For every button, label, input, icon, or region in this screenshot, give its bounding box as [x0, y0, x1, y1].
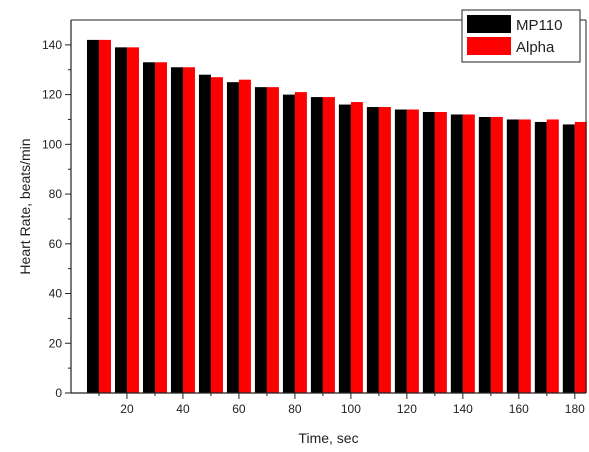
y-axis-title: Heart Rate, beats/min	[17, 138, 33, 274]
axes	[70, 19, 587, 394]
x-tick-label: 80	[288, 402, 302, 416]
bar-mp110-130	[422, 112, 435, 393]
x-tick-label: 60	[232, 402, 246, 416]
bar-alpha-130	[434, 112, 447, 393]
bar-alpha-110	[378, 107, 391, 393]
y-tick-label: 140	[42, 38, 62, 52]
bar-mp110-30	[142, 62, 155, 394]
x-tick-label: 20	[120, 402, 134, 416]
legend-swatch-mp110	[467, 15, 511, 33]
y-tick-label: 100	[42, 137, 62, 151]
bar-alpha-20	[126, 47, 139, 393]
bar-alpha-80	[294, 92, 307, 394]
bar-mp110-140	[450, 114, 463, 394]
bar-mp110-60	[226, 82, 239, 394]
legend-label-alpha: Alpha	[516, 39, 555, 56]
y-tick-label: 40	[49, 287, 63, 301]
bar-alpha-60	[238, 79, 251, 394]
bar-mp110-180	[562, 124, 575, 393]
legend: MP110 Alpha	[461, 9, 581, 63]
y-tick-label: 60	[49, 237, 63, 251]
bar-mp110-150	[478, 116, 491, 393]
x-tick-label: 40	[176, 402, 190, 416]
bar-mp110-100	[338, 104, 351, 394]
ticks: 20 40 60 80 100 120 140 160 180 0 20 40 60 80 100 120 14…	[42, 38, 585, 416]
bar-mp110-120	[394, 109, 407, 394]
bar-alpha-30	[154, 62, 167, 394]
y-tick-label: 0	[55, 386, 62, 400]
bar-alpha-10	[98, 39, 111, 393]
x-tick-label: 120	[397, 402, 417, 416]
bar-alpha-150	[490, 116, 503, 393]
bar-alpha-170	[546, 119, 559, 393]
bar-mp110-70	[254, 87, 267, 393]
bar-alpha-40	[182, 67, 195, 393]
bar-alpha-100	[350, 102, 363, 393]
x-tick-label: 140	[453, 402, 473, 416]
bar-mp110-160	[506, 119, 519, 393]
bar-mp110-50	[198, 74, 211, 394]
x-tick-label: 180	[565, 402, 585, 416]
x-tick-label: 100	[341, 402, 361, 416]
legend-swatch-alpha	[467, 37, 511, 55]
bar-alpha-120	[406, 109, 419, 394]
bar-alpha-50	[210, 77, 223, 393]
legend-label-mp110: MP110	[516, 17, 562, 34]
y-tick-label: 80	[49, 187, 63, 201]
bar-mp110-40	[170, 67, 183, 393]
bar-mp110-110	[366, 107, 379, 393]
x-tick-label: 160	[509, 402, 529, 416]
bar-mp110-90	[310, 97, 323, 393]
bar-alpha-160	[518, 119, 531, 393]
bar-mp110-20	[114, 47, 127, 393]
x-axis-title: Time, sec	[298, 430, 358, 446]
bar-alpha-140	[462, 114, 475, 394]
y-tick-label: 20	[49, 336, 63, 350]
bar-group	[86, 39, 587, 394]
bar-mp110-80	[282, 94, 295, 393]
bar-alpha-70	[266, 87, 279, 393]
y-tick-label: 120	[42, 88, 62, 102]
bar-alpha-90	[322, 97, 335, 393]
bar-mp110-10	[86, 39, 99, 393]
bar-mp110-170	[534, 121, 547, 393]
bar-alpha-180	[574, 121, 587, 393]
